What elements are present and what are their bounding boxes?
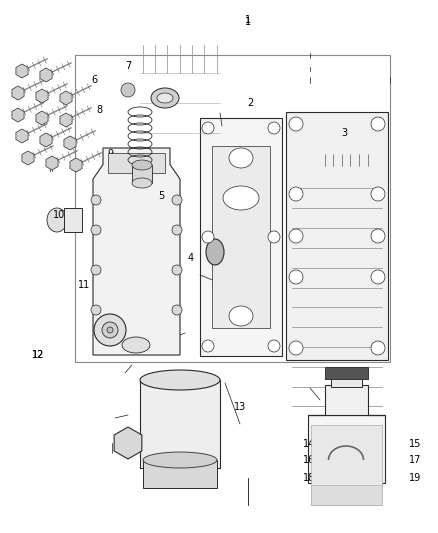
Circle shape [91, 195, 101, 205]
Ellipse shape [47, 208, 67, 232]
Polygon shape [12, 108, 24, 122]
Circle shape [289, 187, 303, 201]
Text: 6: 6 [91, 75, 97, 85]
Circle shape [371, 229, 385, 243]
Polygon shape [36, 89, 48, 103]
Polygon shape [70, 158, 82, 172]
Circle shape [268, 340, 280, 352]
Circle shape [268, 122, 280, 134]
Ellipse shape [122, 337, 150, 353]
Circle shape [268, 231, 280, 243]
Ellipse shape [206, 239, 224, 265]
Text: 14: 14 [303, 439, 315, 449]
Bar [311, 425, 382, 505]
Polygon shape [36, 111, 48, 125]
Circle shape [371, 270, 385, 284]
Text: 9: 9 [107, 149, 113, 159]
Ellipse shape [223, 186, 259, 210]
Circle shape [172, 225, 182, 235]
Bar [200, 118, 282, 356]
Ellipse shape [140, 370, 220, 390]
Circle shape [121, 83, 135, 97]
Text: 8: 8 [96, 105, 102, 115]
Circle shape [91, 225, 101, 235]
Text: 15: 15 [409, 439, 421, 449]
Circle shape [289, 229, 303, 243]
Text: 12: 12 [32, 350, 44, 360]
Ellipse shape [229, 306, 253, 326]
Text: 12: 12 [32, 350, 44, 360]
Bar [331, 377, 362, 387]
Text: 1: 1 [245, 17, 251, 27]
Polygon shape [60, 91, 72, 105]
Circle shape [102, 322, 118, 338]
Circle shape [172, 195, 182, 205]
Text: 13: 13 [234, 402, 246, 412]
Polygon shape [40, 68, 52, 82]
Text: 18: 18 [303, 473, 315, 483]
Text: 10: 10 [53, 210, 65, 220]
Text: 19: 19 [409, 473, 421, 483]
Text: 17: 17 [409, 455, 421, 465]
Polygon shape [40, 133, 52, 147]
Circle shape [371, 187, 385, 201]
Text: 7: 7 [125, 61, 131, 71]
Text: 4: 4 [188, 253, 194, 263]
Polygon shape [114, 427, 142, 459]
Circle shape [289, 117, 303, 131]
Bar [140, 380, 220, 468]
Polygon shape [46, 156, 58, 170]
Polygon shape [16, 64, 28, 78]
Text: 2: 2 [247, 98, 253, 108]
Circle shape [94, 314, 126, 346]
Bar [212, 146, 270, 328]
Polygon shape [12, 86, 24, 100]
Polygon shape [93, 148, 180, 355]
Ellipse shape [157, 93, 173, 103]
Circle shape [202, 340, 214, 352]
Circle shape [371, 117, 385, 131]
Polygon shape [60, 113, 72, 127]
Polygon shape [16, 129, 28, 143]
Circle shape [172, 305, 182, 315]
Text: - - - -: - - - - [339, 492, 353, 497]
Bar [75, 55, 390, 362]
Bar [325, 367, 368, 379]
Circle shape [107, 327, 113, 333]
Circle shape [202, 122, 214, 134]
Ellipse shape [132, 160, 152, 170]
Text: M: M [340, 462, 352, 474]
Circle shape [172, 265, 182, 275]
Ellipse shape [132, 178, 152, 188]
Text: 5: 5 [158, 191, 164, 201]
Bar [308, 415, 385, 483]
Text: 11: 11 [78, 280, 90, 290]
Ellipse shape [151, 88, 179, 108]
Circle shape [289, 341, 303, 355]
Text: 16: 16 [303, 455, 315, 465]
Bar [286, 112, 388, 360]
Ellipse shape [229, 148, 253, 168]
Ellipse shape [143, 452, 217, 468]
Circle shape [91, 265, 101, 275]
Text: 1: 1 [245, 15, 251, 25]
Bar [64, 208, 82, 232]
Circle shape [91, 305, 101, 315]
Circle shape [202, 231, 214, 243]
Bar [311, 485, 382, 505]
Circle shape [289, 270, 303, 284]
Bar [143, 460, 217, 488]
Bar [108, 153, 165, 173]
Text: MOPAR: MOPAR [336, 487, 356, 491]
Polygon shape [64, 136, 76, 150]
Circle shape [371, 341, 385, 355]
Text: 3: 3 [341, 128, 347, 138]
Bar [132, 165, 152, 183]
Polygon shape [308, 385, 385, 415]
Polygon shape [22, 151, 34, 165]
